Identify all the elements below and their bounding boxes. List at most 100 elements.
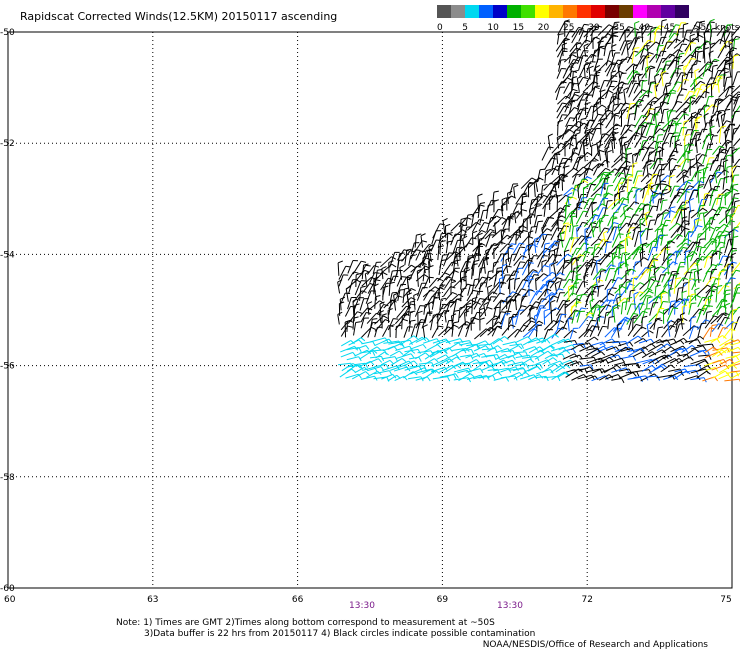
latitude-labels: -50-52-54-56-58-60 xyxy=(0,28,15,594)
wind-barb-feather xyxy=(568,128,573,133)
wind-barb xyxy=(617,160,627,171)
wind-barb xyxy=(716,59,725,70)
wind-barb xyxy=(612,346,626,357)
wind-barb xyxy=(557,338,569,345)
wind-barb xyxy=(491,325,498,337)
wind-barb xyxy=(710,313,723,325)
wind-barb-feather xyxy=(435,370,440,375)
wind-barb-feather xyxy=(723,223,729,228)
wind-barb xyxy=(604,136,612,149)
longitude-label: 72 xyxy=(581,595,592,605)
wind-barb xyxy=(598,133,606,143)
wind-barb-feather xyxy=(632,162,638,165)
wind-barb-feather xyxy=(691,268,697,271)
legend-label: 30 xyxy=(588,23,600,33)
wind-barb-feather xyxy=(582,281,588,283)
wind-barb-feather xyxy=(667,319,673,323)
wind-barb-feather xyxy=(709,174,716,177)
wind-barb-feather xyxy=(646,268,652,272)
wind-barb-feather xyxy=(525,372,530,377)
wind-barb-feather xyxy=(660,266,666,269)
wind-barb xyxy=(550,346,564,352)
wind-barb-feather xyxy=(728,263,734,266)
wind-barb-feather xyxy=(696,279,702,281)
wind-barb-feather xyxy=(522,367,527,372)
wind-barb xyxy=(731,372,740,379)
wind-barb xyxy=(460,348,472,352)
legend-label: 0 xyxy=(437,23,443,33)
wind-barb-feather xyxy=(413,371,418,376)
wind-barb xyxy=(428,267,431,283)
wind-barb-feather xyxy=(565,349,571,355)
wind-barb xyxy=(597,227,605,239)
latitude-label: -60 xyxy=(0,584,15,594)
wind-barb xyxy=(422,269,426,282)
wind-barb-feather xyxy=(655,317,661,320)
wind-barb-feather xyxy=(613,127,619,131)
wind-barb xyxy=(724,142,728,154)
wind-barb-feather xyxy=(442,349,448,354)
wind-barb-feather xyxy=(632,186,638,189)
wind-barb xyxy=(611,156,624,168)
wind-barb-feather xyxy=(711,114,717,117)
wind-barb-feather xyxy=(549,293,555,297)
wind-barb xyxy=(696,370,707,379)
wind-barb xyxy=(711,198,717,210)
wind-barb xyxy=(597,60,609,73)
wind-barb-feather xyxy=(623,198,629,201)
wind-barb-feather xyxy=(505,376,510,382)
wind-barb xyxy=(723,235,727,247)
wind-barb-feather xyxy=(610,264,616,267)
wind-barb-feather xyxy=(588,130,594,134)
wind-barb-feather xyxy=(637,335,643,340)
wind-barb-feather xyxy=(406,289,412,293)
latitude-label: -50 xyxy=(0,28,15,38)
wind-barb xyxy=(683,180,689,191)
wind-barb xyxy=(563,82,570,94)
wind-barb xyxy=(501,229,505,241)
wind-barb-feather xyxy=(379,310,384,314)
wind-barb-feather xyxy=(621,185,627,188)
wind-barb-feather xyxy=(651,194,657,197)
wind-barb-feather xyxy=(627,173,633,176)
wind-barb-feather xyxy=(468,255,474,257)
wind-barb xyxy=(383,299,393,309)
wind-barb-feather xyxy=(573,167,579,172)
wind-barb-feather xyxy=(603,230,609,234)
wind-barb-feather xyxy=(657,228,663,231)
wind-barb xyxy=(697,270,700,283)
wind-barb-feather xyxy=(612,304,618,308)
wind-barb xyxy=(710,335,723,344)
wind-barb xyxy=(648,349,663,358)
wind-barb xyxy=(436,358,450,367)
wind-barb-feather xyxy=(488,204,494,206)
wind-barb xyxy=(654,169,661,184)
wind-barb xyxy=(646,229,649,241)
wind-barb xyxy=(607,96,613,112)
wind-barb xyxy=(732,128,735,141)
wind-barb xyxy=(366,370,378,378)
wind-barb-feather xyxy=(360,285,366,288)
wind-barb xyxy=(604,63,612,73)
wind-barb xyxy=(513,255,523,267)
wind-barb xyxy=(731,185,734,197)
wind-barb xyxy=(717,327,724,338)
wind-barb xyxy=(389,270,393,283)
wind-barb-feather xyxy=(502,263,508,267)
wind-barb xyxy=(414,235,417,248)
wind-barb-feather xyxy=(415,249,421,251)
wind-barb-feather xyxy=(616,322,622,326)
wind-barb-feather xyxy=(610,299,616,302)
wind-barb-feather xyxy=(683,220,689,223)
credit-text: NOAA/NESDIS/Office of Research and Appli… xyxy=(483,640,709,650)
wind-barb-feather xyxy=(597,113,604,116)
wind-barb xyxy=(553,249,556,262)
wind-barb-feather xyxy=(352,298,358,302)
wind-barb xyxy=(593,73,596,85)
wind-barb xyxy=(401,297,412,308)
wind-barb-feather xyxy=(723,230,730,233)
wind-barb xyxy=(352,318,355,330)
wind-barb xyxy=(565,368,579,378)
wind-barb-feather xyxy=(496,266,503,269)
wind-barb-feather xyxy=(615,112,621,115)
